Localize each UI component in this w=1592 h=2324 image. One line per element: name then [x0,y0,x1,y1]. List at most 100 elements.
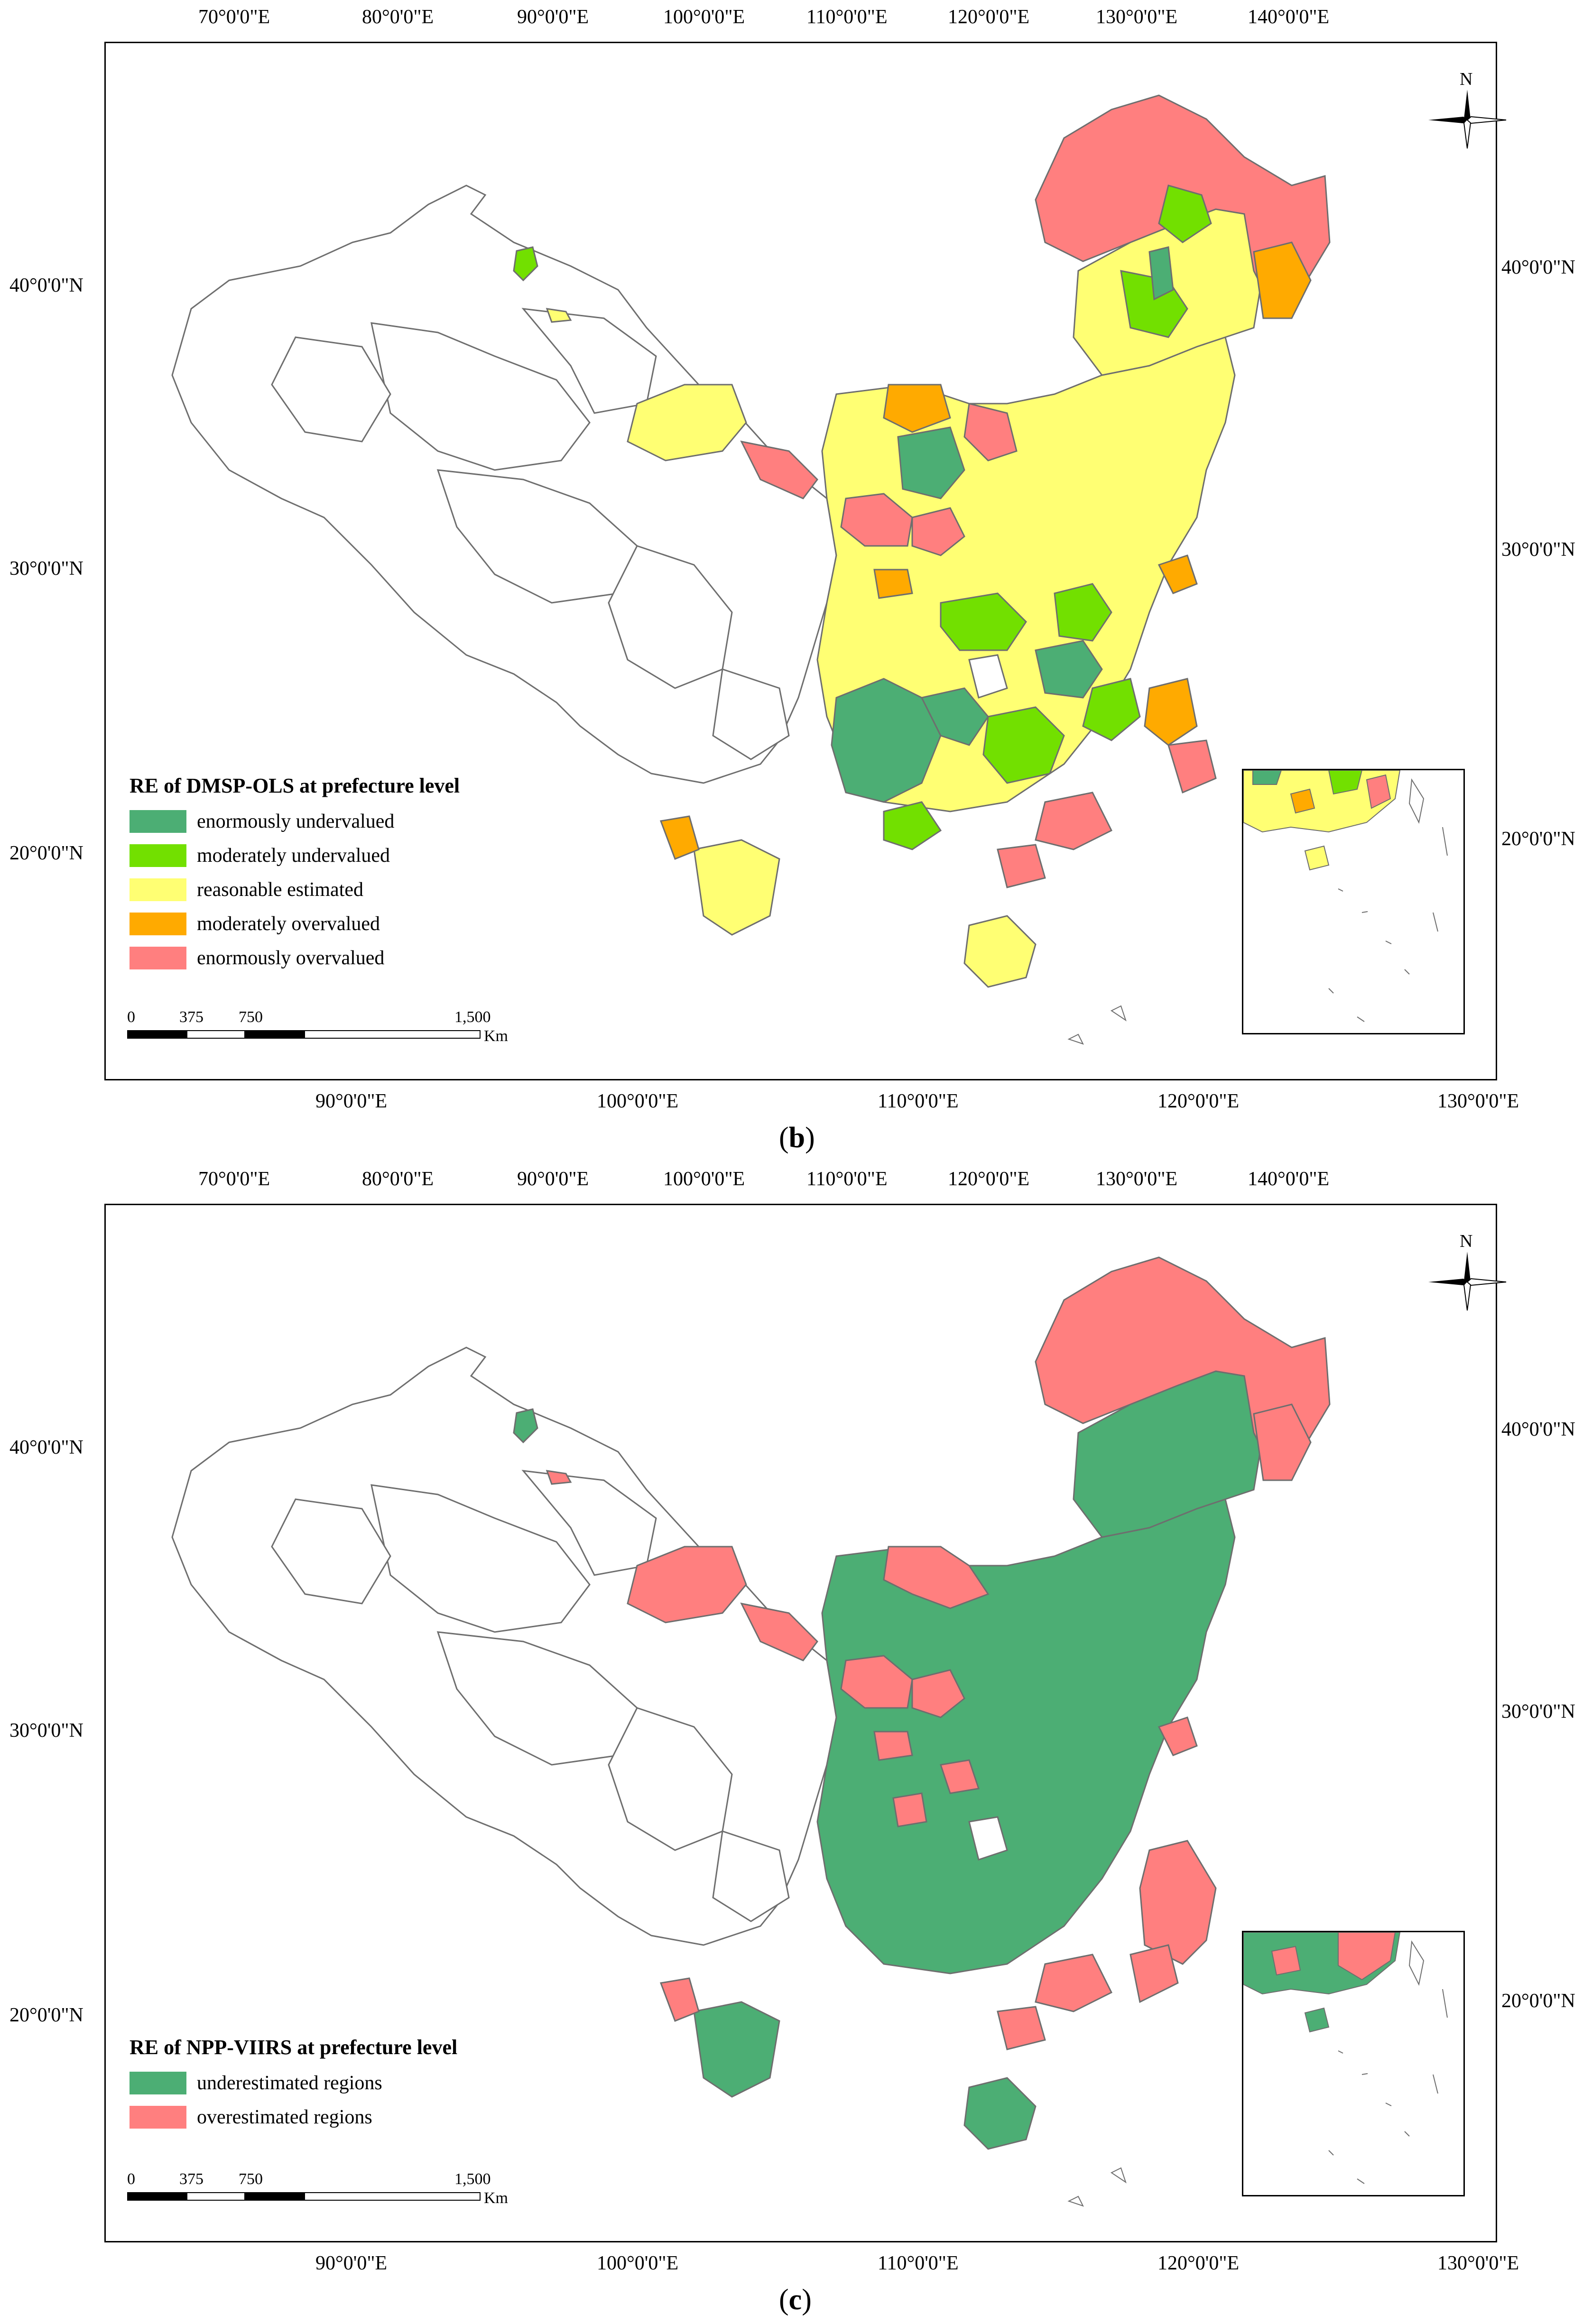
scale-label: 1,500 [454,1008,491,1026]
legend-label: moderately undervalued [197,845,390,867]
scale-unit: Km [484,2189,508,2207]
legend-label: moderately overvalued [197,913,380,935]
scale-label: 0 [127,2170,135,2188]
legend-item: moderately undervalued [130,844,390,867]
tick-label: 120°0'0"E [948,6,1030,28]
tick-label: 130°0'0"E [1096,1168,1178,1190]
tick-label: 20°0'0"N [1501,1990,1575,2012]
legend-item: enormously undervalued [130,810,394,833]
tick-label: 90°0'0"E [315,2252,388,2274]
tick-label: 90°0'0"E [517,1168,589,1190]
scale-segment [304,2192,481,2201]
legend-swatch [130,2072,186,2094]
tick-label: 130°0'0"E [1437,2252,1519,2274]
scale-bar: 0 375 750 1,500 Km [127,2170,545,2213]
scale-segment [186,1030,245,1039]
tick-label: 140°0'0"E [1248,6,1330,28]
map-frame: N RE of NPP-VIIRS at prefecture level un… [104,1204,1507,2242]
scale-unit: Km [484,1027,508,1045]
legend-label: overestimated regions [197,2106,372,2128]
classified-regions [513,94,1331,988]
tick-label: 20°0'0"N [1501,828,1575,850]
western-regions [171,184,837,784]
tick-label: 90°0'0"E [315,1090,388,1112]
scale-segment [127,1030,186,1039]
legend-title: RE of DMSP-OLS at prefecture level [130,774,460,797]
map-frame: N RE of DMSP-OLS at prefecture level eno… [104,42,1507,1080]
tick-label: 80°0'0"E [362,1168,434,1190]
legend: RE of DMSP-OLS at prefecture level enorm… [130,774,556,992]
legend-item: moderately overvalued [130,912,380,936]
legend-swatch [130,2106,186,2129]
north-arrow-compass-icon: N [1425,69,1510,153]
map-panel-b: 70°0'0"E 80°0'0"E 90°0'0"E 100°0'0"E 110… [9,6,1575,1154]
south-china-sea-inset [1242,1931,1465,2196]
legend-swatch [130,878,186,901]
legend-label: underestimated regions [197,2072,382,2094]
legend-item: enormously overvalued [130,946,384,970]
tick-label: 120°0'0"E [1157,2252,1240,2274]
legend-swatch [130,844,186,867]
scale-label: 750 [239,1008,263,1026]
legend-item: reasonable estimated [130,878,363,902]
legend-label: reasonable estimated [197,879,364,901]
tick-label: 100°0'0"E [597,2252,679,2274]
caption-letter: c [788,2284,802,2316]
tick-label: 40°0'0"N [9,275,83,296]
china-prefecture-map [171,94,1331,1045]
legend-swatch [130,947,186,969]
scale-label: 750 [239,2170,263,2188]
legend-swatch [130,913,186,935]
tick-label: 80°0'0"E [362,6,434,28]
legend-label: enormously undervalued [197,811,395,832]
scale-label: 375 [179,2170,204,2188]
scale-segment [186,2192,245,2201]
figure-caption: (b) [779,1122,815,1154]
tick-label: 30°0'0"N [1501,539,1575,561]
scale-segment [304,1030,481,1039]
tick-label: 110°0'0"E [806,6,888,28]
tick-label: 20°0'0"N [9,2004,83,2026]
caption-letter: b [788,1122,805,1154]
north-arrow-compass-icon: N [1425,1231,1510,1315]
legend: RE of NPP-VIIRS at prefecture level unde… [130,2035,556,2149]
scale-label: 1,500 [454,2170,491,2188]
tick-label: 110°0'0"E [878,1090,959,1112]
tick-label: 70°0'0"E [198,6,270,28]
legend-title: RE of NPP-VIIRS at prefecture level [130,2036,458,2059]
western-regions [171,1346,837,1946]
scale-segment [245,2192,304,2201]
classified-regions [513,1256,1331,2150]
legend-item: overestimated regions [130,2105,372,2129]
legend-label: enormously overvalued [197,947,385,969]
tick-label: 100°0'0"E [663,1168,745,1190]
tick-label: 30°0'0"N [1501,1701,1575,1723]
scale-segment [127,2192,186,2201]
legend-swatch [130,810,186,833]
tick-label: 30°0'0"N [9,558,83,580]
map-panel-c: 70°0'0"E 80°0'0"E 90°0'0"E 100°0'0"E 110… [0,1162,1592,2324]
tick-label: 70°0'0"E [198,1168,270,1190]
scale-label: 375 [179,1008,204,1026]
tick-label: 20°0'0"N [9,842,83,864]
tick-label: 130°0'0"E [1096,6,1178,28]
china-prefecture-map [171,1256,1331,2207]
tick-label: 100°0'0"E [597,1090,679,1112]
north-label: N [1460,1231,1473,1251]
tick-label: 40°0'0"N [1501,1419,1575,1440]
tick-label: 30°0'0"N [9,1720,83,1742]
tick-label: 110°0'0"E [878,2252,959,2274]
tick-label: 40°0'0"N [9,1437,83,1458]
tick-label: 120°0'0"E [1157,1090,1240,1112]
south-china-sea-inset [1242,769,1465,1034]
tick-label: 100°0'0"E [663,6,745,28]
scale-segment [245,1030,304,1039]
tick-label: 40°0'0"N [1501,257,1575,278]
tick-label: 110°0'0"E [806,1168,888,1190]
scale-label: 0 [127,1008,135,1026]
scale-bar: 0 375 750 1,500 Km [127,1008,545,1051]
north-label: N [1460,69,1473,89]
tick-label: 120°0'0"E [948,1168,1030,1190]
tick-label: 140°0'0"E [1248,1168,1330,1190]
tick-label: 130°0'0"E [1437,1090,1519,1112]
